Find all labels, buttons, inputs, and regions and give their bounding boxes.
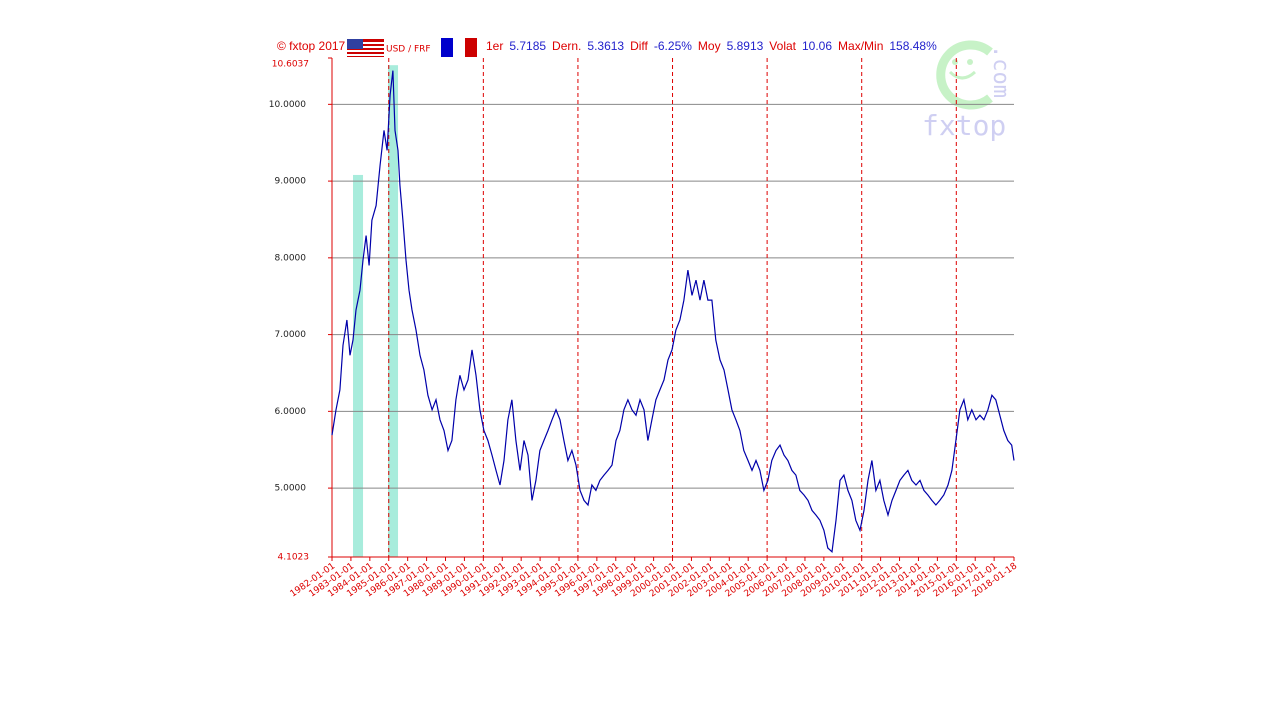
series-marker bbox=[441, 38, 453, 57]
y-tick-label: 5.0000 bbox=[275, 484, 307, 494]
watermark-text: fxtop bbox=[922, 109, 1006, 142]
flag-canton bbox=[347, 39, 363, 49]
flag-stripe bbox=[347, 46, 384, 48]
highlight-band bbox=[387, 65, 399, 558]
y-tick-label: 7.0000 bbox=[275, 330, 307, 340]
highlight-band bbox=[352, 174, 364, 557]
logo-eye bbox=[952, 59, 958, 65]
flag-stripe bbox=[347, 54, 384, 56]
y-tick-label: 10.6037 bbox=[272, 60, 309, 70]
header-stat: Max/Min bbox=[838, 39, 883, 53]
logo-arc bbox=[936, 40, 993, 110]
series-marker bbox=[465, 38, 477, 57]
copyright: © fxtop 2017 bbox=[277, 39, 346, 53]
y-tick-label: 6.0000 bbox=[275, 407, 307, 417]
header-stat: -6.25% bbox=[654, 39, 692, 53]
watermark-suffix: .com bbox=[988, 45, 1013, 98]
logo-smile bbox=[948, 70, 977, 80]
series-line bbox=[331, 70, 1015, 554]
pair-label: USD / FRF bbox=[386, 45, 431, 55]
y-tick-label: 8.0000 bbox=[275, 253, 307, 263]
header-stat: Volat bbox=[769, 39, 796, 53]
y-tick-label: 10.0000 bbox=[269, 100, 306, 110]
header-stat: 158.48% bbox=[889, 39, 937, 53]
flag-stripe bbox=[347, 50, 384, 52]
header-stat: 5.8913 bbox=[727, 39, 764, 53]
logo-eye bbox=[967, 59, 973, 65]
flag-stripe bbox=[347, 42, 384, 44]
header-stat: Moy bbox=[698, 39, 721, 53]
header-stat: 5.3613 bbox=[587, 39, 624, 53]
header-stat: 10.06 bbox=[802, 39, 832, 53]
header-stat: 1er bbox=[486, 39, 503, 53]
y-tick-label: 4.1023 bbox=[278, 553, 310, 563]
watermark-logo: fxtop .com bbox=[922, 40, 1013, 142]
header-stat: Diff bbox=[630, 39, 648, 53]
y-tick-label: 9.0000 bbox=[275, 177, 307, 187]
flag bbox=[347, 39, 384, 57]
header-stat: 5.7185 bbox=[509, 39, 546, 53]
header-stat: Dern. bbox=[552, 39, 581, 53]
